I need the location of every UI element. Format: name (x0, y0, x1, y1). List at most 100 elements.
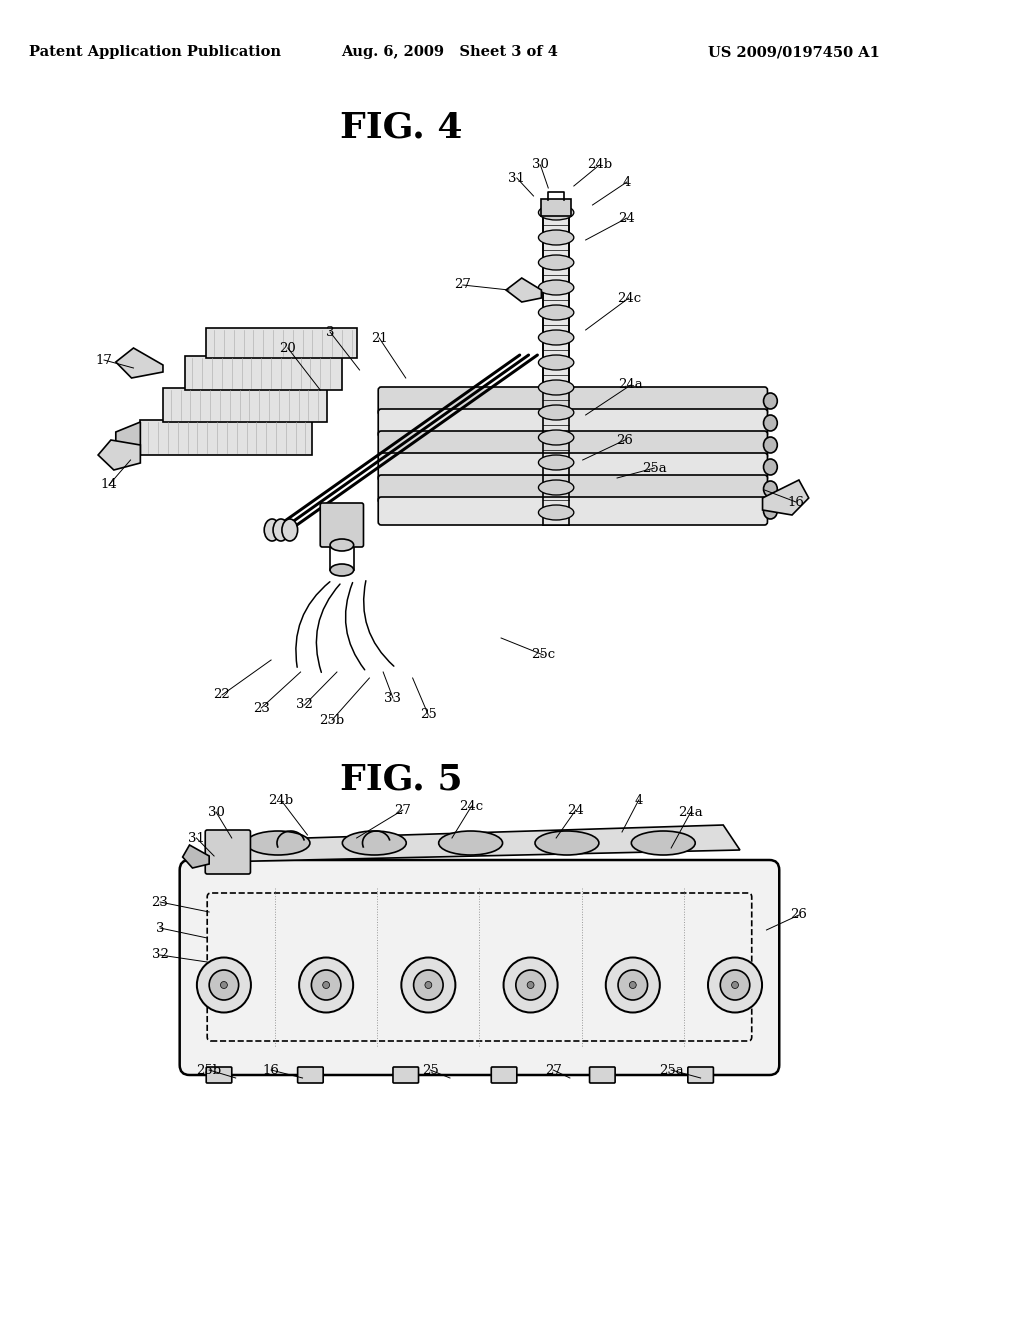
Bar (206, 327, 356, 358)
Ellipse shape (425, 982, 432, 989)
Text: 27: 27 (394, 804, 412, 817)
FancyBboxPatch shape (393, 1067, 419, 1082)
Text: 16: 16 (262, 1064, 280, 1077)
Ellipse shape (632, 832, 695, 855)
Text: 25c: 25c (531, 648, 555, 661)
Ellipse shape (539, 305, 573, 319)
Text: 24b: 24b (268, 793, 294, 807)
Ellipse shape (220, 982, 227, 989)
Text: 25b: 25b (319, 714, 345, 726)
Text: 26: 26 (791, 908, 807, 921)
Text: 3: 3 (326, 326, 334, 338)
Ellipse shape (539, 506, 573, 520)
Text: 21: 21 (371, 331, 388, 345)
Ellipse shape (539, 355, 573, 370)
Text: 26: 26 (616, 433, 634, 446)
Text: US 2009/0197450 A1: US 2009/0197450 A1 (708, 45, 880, 59)
Ellipse shape (720, 970, 750, 1001)
Text: 14: 14 (100, 479, 118, 491)
Polygon shape (98, 440, 140, 470)
FancyBboxPatch shape (205, 830, 251, 874)
Ellipse shape (282, 519, 298, 541)
FancyBboxPatch shape (542, 199, 570, 216)
Ellipse shape (311, 970, 341, 1001)
Ellipse shape (539, 280, 573, 294)
Ellipse shape (764, 393, 777, 409)
Ellipse shape (764, 503, 777, 519)
Text: 24: 24 (567, 804, 584, 817)
Polygon shape (214, 825, 740, 862)
Ellipse shape (527, 982, 535, 989)
Text: 24: 24 (618, 211, 635, 224)
Polygon shape (506, 279, 542, 302)
Ellipse shape (764, 414, 777, 432)
Ellipse shape (535, 832, 599, 855)
Ellipse shape (504, 957, 558, 1012)
Ellipse shape (323, 982, 330, 989)
Ellipse shape (414, 970, 443, 1001)
FancyBboxPatch shape (206, 1067, 231, 1082)
Ellipse shape (264, 519, 280, 541)
Ellipse shape (539, 405, 573, 420)
Text: Patent Application Publication: Patent Application Publication (29, 45, 282, 59)
Text: 20: 20 (280, 342, 296, 355)
Text: 31: 31 (188, 832, 205, 845)
Ellipse shape (764, 480, 777, 498)
Ellipse shape (516, 970, 546, 1001)
Ellipse shape (708, 957, 762, 1012)
Text: 33: 33 (384, 692, 401, 705)
Text: 30: 30 (208, 805, 224, 818)
Text: FIG. 4: FIG. 4 (340, 111, 462, 145)
Ellipse shape (539, 330, 573, 345)
Bar (544, 201, 569, 525)
Ellipse shape (539, 380, 573, 395)
Polygon shape (116, 348, 163, 378)
Text: 30: 30 (532, 158, 549, 172)
Text: 24c: 24c (460, 800, 483, 813)
FancyBboxPatch shape (688, 1067, 714, 1082)
Ellipse shape (209, 970, 239, 1001)
Ellipse shape (539, 205, 573, 220)
Text: 24b: 24b (587, 158, 612, 172)
Text: Aug. 6, 2009   Sheet 3 of 4: Aug. 6, 2009 Sheet 3 of 4 (342, 45, 558, 59)
FancyBboxPatch shape (492, 1067, 517, 1082)
FancyBboxPatch shape (378, 475, 767, 503)
Text: 25a: 25a (642, 462, 667, 474)
FancyBboxPatch shape (378, 387, 767, 414)
Polygon shape (182, 845, 209, 869)
Ellipse shape (273, 519, 289, 541)
Ellipse shape (539, 455, 573, 470)
FancyBboxPatch shape (378, 453, 767, 480)
Text: 25: 25 (422, 1064, 438, 1077)
Text: 16: 16 (787, 495, 805, 508)
Text: 27: 27 (545, 1064, 561, 1077)
Ellipse shape (618, 970, 647, 1001)
FancyBboxPatch shape (321, 503, 364, 546)
Text: 25: 25 (420, 709, 436, 722)
Text: FIG. 5: FIG. 5 (340, 763, 462, 797)
Text: 31: 31 (508, 172, 525, 185)
Ellipse shape (330, 564, 353, 576)
FancyBboxPatch shape (378, 498, 767, 525)
Ellipse shape (438, 832, 503, 855)
Ellipse shape (606, 957, 659, 1012)
FancyBboxPatch shape (378, 432, 767, 459)
Text: 3: 3 (156, 921, 164, 935)
Text: 25a: 25a (658, 1064, 683, 1077)
Ellipse shape (401, 957, 456, 1012)
Ellipse shape (764, 437, 777, 453)
FancyBboxPatch shape (298, 1067, 324, 1082)
Text: 23: 23 (253, 701, 269, 714)
Ellipse shape (731, 982, 738, 989)
Polygon shape (763, 480, 809, 515)
Text: 27: 27 (455, 279, 471, 292)
Ellipse shape (342, 832, 407, 855)
Ellipse shape (539, 430, 573, 445)
Bar (140, 420, 312, 455)
Text: 4: 4 (623, 176, 631, 189)
Text: 22: 22 (214, 689, 230, 701)
Text: 23: 23 (152, 895, 169, 908)
Polygon shape (116, 422, 140, 465)
Ellipse shape (539, 230, 573, 246)
FancyBboxPatch shape (590, 1067, 615, 1082)
